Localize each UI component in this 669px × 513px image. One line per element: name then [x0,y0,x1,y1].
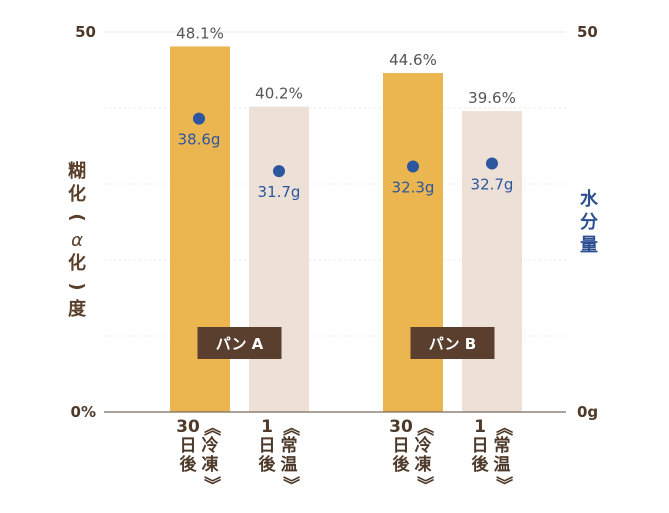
right-axis-label: 水分量 [574,188,604,257]
moisture-point [407,160,419,173]
right-axis-label-char: 分 [580,212,598,233]
bar-value-label: 40.2% [255,84,303,102]
category-label: 30 日後《冷凍》 [389,417,434,494]
left-axis-label-char: ( [66,213,88,222]
group-badge [410,327,495,359]
left-axis-label-char: α [71,230,83,251]
category-label: 1 日後《常温》 [470,417,513,494]
right-axis-label-char: 水 [580,189,598,210]
left-tick-label: 50 [75,23,96,41]
left-tick-label: 0% [71,403,96,421]
category-label-main: 30 日後 [389,417,413,475]
category-label-note: 《冷凍》 [413,419,434,493]
moisture-point [193,112,205,125]
right-tick-label: 0g [577,403,598,421]
moisture-point [486,157,498,170]
moisture-label: 32.3g [392,179,435,197]
group-badge [197,327,282,359]
group-badge-label: パン A [216,335,264,353]
category-label-note: 《常温》 [492,419,513,493]
left-axis-label: 糊化(α 化) 度 [62,160,92,321]
left-axis-label-char: 化 [68,253,86,274]
bar-value-label: 48.1% [176,24,224,42]
category-label: 1 日後《常温》 [257,417,300,494]
right-tick-label: 50 [577,23,598,41]
moisture-label: 38.6g [178,131,221,149]
group-badge-label: パン B [429,335,476,353]
category-label-note: 《冷凍》 [200,419,221,493]
left-axis-label-char: ) [66,282,88,291]
bar-value-label: 44.6% [389,51,437,69]
moisture-label: 31.7g [258,183,301,201]
bar [462,111,522,412]
moisture-point [273,165,285,178]
left-axis-label-char: 糊 [68,161,86,182]
right-axis-label-char: 量 [580,235,598,256]
category-label-note: 《常温》 [279,419,300,493]
category-label-main: 30 日後 [176,417,200,475]
moisture-label: 32.7g [471,175,514,193]
left-axis-label-char: 度 [68,299,86,320]
bar-value-label: 39.6% [468,89,516,107]
bar [383,73,443,412]
bar [249,106,309,412]
category-label: 30 日後《冷凍》 [176,417,221,494]
left-axis-label-char: 化 [68,184,86,205]
